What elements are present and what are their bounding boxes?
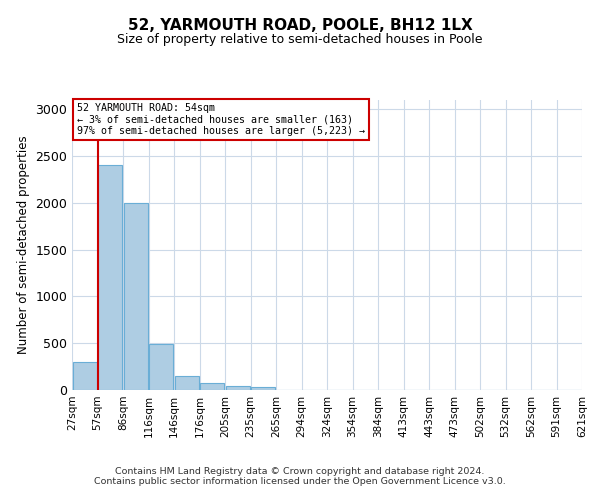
Text: Size of property relative to semi-detached houses in Poole: Size of property relative to semi-detach… bbox=[117, 32, 483, 46]
Bar bbox=[73, 362, 97, 390]
Bar bbox=[200, 384, 224, 390]
Text: Contains HM Land Registry data © Crown copyright and database right 2024.: Contains HM Land Registry data © Crown c… bbox=[115, 467, 485, 476]
Text: 52 YARMOUTH ROAD: 54sqm
← 3% of semi-detached houses are smaller (163)
97% of se: 52 YARMOUTH ROAD: 54sqm ← 3% of semi-det… bbox=[77, 103, 365, 136]
Y-axis label: Number of semi-detached properties: Number of semi-detached properties bbox=[17, 136, 30, 354]
Bar bbox=[175, 376, 199, 390]
Bar bbox=[226, 386, 250, 390]
Bar bbox=[251, 387, 275, 390]
Bar bbox=[124, 203, 148, 390]
Text: Contains public sector information licensed under the Open Government Licence v3: Contains public sector information licen… bbox=[94, 477, 506, 486]
Text: 52, YARMOUTH ROAD, POOLE, BH12 1LX: 52, YARMOUTH ROAD, POOLE, BH12 1LX bbox=[128, 18, 472, 32]
Bar bbox=[98, 166, 122, 390]
Bar bbox=[149, 344, 173, 390]
